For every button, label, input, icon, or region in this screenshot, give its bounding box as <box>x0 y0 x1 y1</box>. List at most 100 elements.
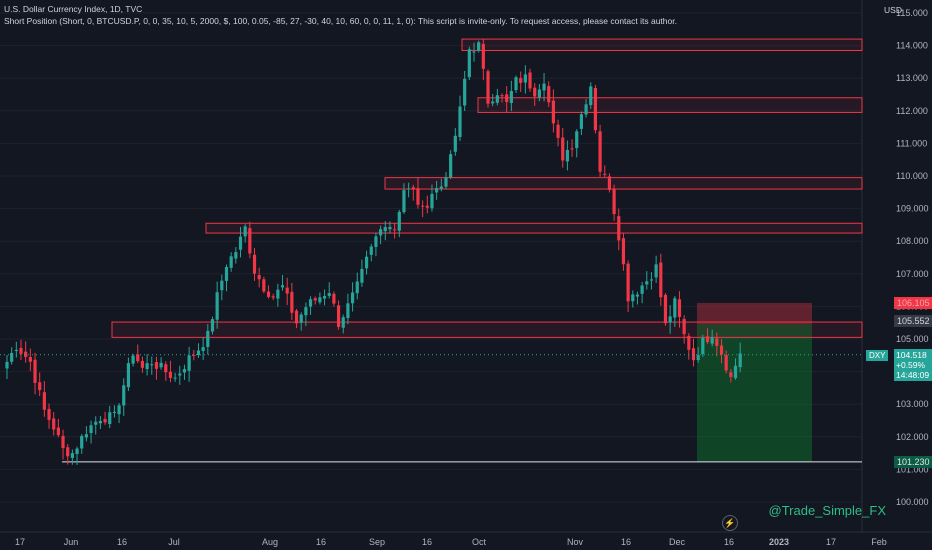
candle-body <box>304 307 308 316</box>
candle-body <box>215 292 219 320</box>
candle-body <box>108 412 112 425</box>
candle-body <box>733 365 738 379</box>
candle-body <box>285 287 289 294</box>
candle-body <box>430 193 434 209</box>
candle-body <box>673 298 677 318</box>
last-price-tag: 104.518 +0.59% 14:48:09 <box>894 348 932 381</box>
candle-body <box>509 91 513 103</box>
candle-body <box>416 188 420 205</box>
candle-body <box>663 294 668 324</box>
candle-body <box>598 131 602 172</box>
x-tick-label: 16 <box>724 537 734 547</box>
candle-body <box>70 453 74 458</box>
axis-unit-label: USD <box>884 5 902 15</box>
y-tick-label: 103.000 <box>896 399 929 409</box>
candle-body <box>472 51 476 53</box>
candle-body <box>159 362 163 368</box>
candle-body <box>206 330 210 347</box>
candle-body <box>402 190 406 213</box>
tradingview-logo-icon[interactable]: ⚡ <box>722 515 738 531</box>
candle-body <box>234 252 238 259</box>
level-mid-tag: 105.552 <box>894 315 932 327</box>
candle-body <box>150 364 154 366</box>
x-tick-label: 17 <box>826 537 836 547</box>
candle-body <box>75 448 79 455</box>
candle-body <box>425 205 429 208</box>
candle-body <box>313 298 317 301</box>
candle-body <box>565 149 569 162</box>
candle-body <box>491 101 495 104</box>
candle-body <box>224 267 229 281</box>
candle-body <box>140 360 145 368</box>
candle-body <box>495 95 499 103</box>
candle-body <box>136 354 140 362</box>
candle-body <box>290 291 294 313</box>
candle-body <box>738 353 742 368</box>
candle-body <box>94 421 98 425</box>
candle-body <box>112 411 117 413</box>
candle-body <box>84 434 88 438</box>
candle-body <box>364 256 369 269</box>
candle-body <box>248 228 252 254</box>
candle-body <box>14 349 18 352</box>
take-profit-zone <box>697 324 812 462</box>
candle-body <box>570 148 574 150</box>
candle-body <box>182 369 187 373</box>
candle-body <box>131 355 135 364</box>
candle-body <box>98 420 102 424</box>
y-tick-label: 111.000 <box>896 138 927 148</box>
candle-body <box>635 294 640 297</box>
y-tick-label: 101.000 <box>896 464 929 474</box>
candle-body <box>154 362 159 369</box>
candle-body <box>579 114 584 129</box>
last-price-last-price: 104.518 <box>896 349 927 360</box>
candle-body <box>603 173 607 175</box>
candle-body <box>691 348 696 361</box>
candle-body <box>173 377 177 379</box>
candle-body <box>407 188 411 190</box>
x-tick-label: Sep <box>369 537 385 547</box>
candle-body <box>33 359 37 383</box>
candle-body <box>514 77 518 91</box>
candle-body <box>271 296 275 298</box>
candle-body <box>19 347 23 354</box>
candle-body <box>24 351 28 358</box>
resistance-zone <box>461 38 863 51</box>
candle-body <box>89 425 93 434</box>
candle-body <box>243 226 247 237</box>
candle-body <box>458 106 462 138</box>
candle-body <box>612 189 616 215</box>
candle-body <box>687 335 691 350</box>
candle-body <box>719 345 724 355</box>
y-tick-label: 113.000 <box>896 73 928 83</box>
candle-body <box>682 318 686 335</box>
candle-body <box>346 303 350 319</box>
candle-body <box>187 355 191 371</box>
candle-body <box>645 281 649 285</box>
candle-body <box>589 86 593 106</box>
level-low-tag: 101.230 <box>894 455 932 468</box>
candle-body <box>327 293 331 296</box>
candle-body <box>10 352 14 362</box>
y-tick-label: 105.000 <box>896 334 929 344</box>
candle-body <box>122 385 126 406</box>
candle-body <box>701 337 705 355</box>
candle-body <box>103 419 107 423</box>
candle-body <box>444 177 448 187</box>
candle-body <box>729 372 733 377</box>
candle-body <box>61 435 65 449</box>
candle-body <box>341 317 345 328</box>
candle-body <box>528 72 532 89</box>
x-tick-label: 16 <box>316 537 326 547</box>
candle-body <box>308 299 313 307</box>
candle-body <box>201 347 205 352</box>
candle-body <box>561 137 565 161</box>
candle-body <box>47 408 51 420</box>
indicator-legend[interactable]: Short Position (Short, 0, BTCUSD.P, 0, 0… <box>4 16 677 26</box>
candle-body <box>393 229 397 231</box>
candle-body <box>52 418 56 430</box>
candle-body <box>607 176 612 190</box>
candle-body <box>547 86 551 103</box>
candle-body <box>379 229 383 236</box>
